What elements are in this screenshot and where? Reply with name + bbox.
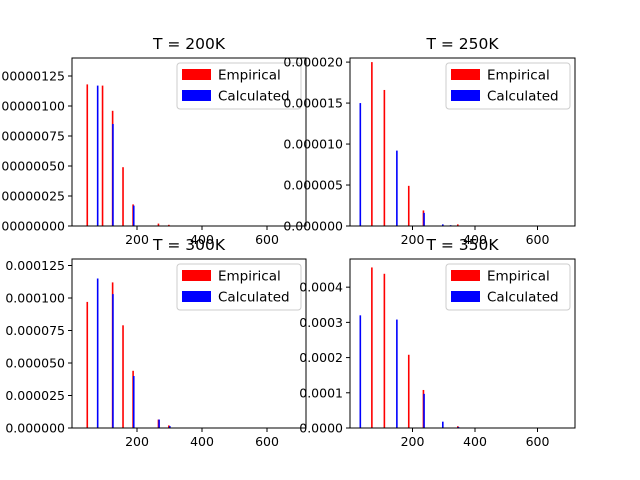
x-tick-label: 200 <box>401 434 425 449</box>
legend-label-calculated: Calculated <box>218 89 290 105</box>
bar-calculated-1 <box>96 85 99 226</box>
legend: Empirical Calculated <box>445 62 571 110</box>
bar-calculated-2 <box>396 319 398 428</box>
legend-swatch-calculated <box>451 291 480 302</box>
axes-frame <box>349 57 576 227</box>
legend-swatch-empirical <box>451 69 480 80</box>
legend: Empirical Calculated <box>445 263 571 311</box>
bar-empirical-3 <box>407 354 410 428</box>
y-tick-label: 0.0002 <box>299 350 343 365</box>
x-tick-label: 600 <box>526 434 550 449</box>
legend-swatch-empirical <box>451 270 480 281</box>
x-tick-label: 600 <box>526 232 550 247</box>
bar-calculated-3 <box>423 393 425 428</box>
subplot-1: 200 400 600 0.00000000 0.00000025 0.00000050 0… <box>0 35 307 247</box>
x-tick-label: 200 <box>125 232 149 247</box>
bar-empirical-2 <box>383 273 386 428</box>
legend-swatch-calculated <box>182 291 211 302</box>
legend-swatch-calculated <box>182 90 211 101</box>
legend-swatch-empirical <box>182 69 211 80</box>
bar-calculated-2 <box>396 150 398 226</box>
bar-empirical-7 <box>168 224 170 226</box>
y-tick-label: 0.00000125 <box>0 69 65 84</box>
y-tick-label: 0.0000 <box>299 421 343 436</box>
y-tick-label: 0.000075 <box>5 323 65 338</box>
bar-calculated-2 <box>112 294 114 428</box>
chart-title: T = 300K <box>152 236 226 254</box>
bar-calculated-3 <box>132 205 135 226</box>
axes-frame <box>349 258 576 429</box>
x-tick-label: 400 <box>190 434 214 449</box>
bar-calculated-4 <box>158 419 160 428</box>
y-tick-label: 0.000000 <box>283 219 343 234</box>
legend-label-empirical: Empirical <box>218 269 281 285</box>
y-tick-label: 0.000015 <box>283 96 343 111</box>
y-tick-label: 0.000010 <box>283 137 343 152</box>
y-tick-label: 0.000050 <box>5 356 65 371</box>
subplot-4: 200 400 600 0.0000 0.0001 0.0002 0.0003 0.0004 E… <box>299 236 576 449</box>
bar-empirical-5 <box>457 224 459 226</box>
bar-empirical-1 <box>86 301 89 428</box>
x-tick-label: 200 <box>125 434 149 449</box>
y-tick-label: 0.0003 <box>299 315 343 330</box>
y-tick-label: 0.00000100 <box>0 99 65 114</box>
bar-calculated-1 <box>359 315 362 428</box>
legend-label-calculated: Calculated <box>487 290 559 306</box>
y-tick-label: 0.0004 <box>299 280 343 295</box>
subplot-3: 200 400 600 0.000000 0.000025 0.000050 0.00007… <box>5 236 307 449</box>
bar-calculated-1 <box>359 103 362 226</box>
y-tick-label: 0.000025 <box>5 388 65 403</box>
x-tick-label: 600 <box>255 232 279 247</box>
bar-calculated-3 <box>423 212 425 226</box>
legend-swatch-calculated <box>451 90 480 101</box>
bar-empirical-1 <box>371 267 373 428</box>
bar-empirical-3 <box>122 325 124 428</box>
y-tick-label: 0.000020 <box>283 55 343 70</box>
bar-empirical-6 <box>157 223 160 226</box>
y-tick-label: 0.000100 <box>5 291 65 306</box>
x-tick-label: 200 <box>401 232 425 247</box>
legend-swatch-empirical <box>182 270 211 281</box>
legend-label-empirical: Empirical <box>218 68 281 84</box>
x-tick-label: 400 <box>190 232 214 247</box>
x-tick-label: 400 <box>463 232 487 247</box>
bar-empirical-4 <box>122 167 124 226</box>
bar-calculated-5 <box>457 426 460 428</box>
bar-empirical-3 <box>407 185 410 226</box>
bar-empirical-2 <box>383 89 386 227</box>
axes-frame <box>71 57 307 227</box>
bar-calculated-5 <box>169 426 171 428</box>
bar-calculated-3 <box>132 376 135 428</box>
bar-empirical-2 <box>101 85 104 226</box>
bar-empirical-6 <box>168 425 170 428</box>
y-tick-label: 0.0001 <box>299 385 343 400</box>
y-tick-label: 0.00000025 <box>0 189 65 204</box>
y-tick-label: 0.00000075 <box>0 129 65 144</box>
bar-calculated-4 <box>442 421 444 428</box>
bar-empirical-1 <box>86 84 89 227</box>
y-tick-label: 0.00000050 <box>0 159 65 174</box>
y-tick-label: 0.00000000 <box>0 219 65 234</box>
chart-title: T = 350K <box>425 236 499 254</box>
legend: Empirical Calculated <box>176 263 302 311</box>
legend-label-calculated: Calculated <box>487 89 559 105</box>
x-tick-label: 400 <box>463 434 487 449</box>
bar-empirical-1 <box>371 62 373 226</box>
bar-calculated-4 <box>442 224 444 226</box>
legend-label-calculated: Calculated <box>218 290 290 306</box>
legend-label-empirical: Empirical <box>487 68 550 84</box>
subplot-2: 200 400 600 0.000000 0.000005 0.000010 0.00001… <box>283 35 576 247</box>
y-tick-label: 0.000000 <box>5 421 65 436</box>
y-tick-label: 0.000005 <box>283 178 343 193</box>
chart-title: T = 200K <box>152 35 226 53</box>
axes-frame <box>71 258 307 429</box>
chart-title: T = 250K <box>425 35 499 53</box>
y-tick-label: 0.000125 <box>5 258 65 273</box>
legend: Empirical Calculated <box>176 62 302 110</box>
bar-calculated-1 <box>96 278 99 428</box>
bar-calculated-2 <box>112 124 114 226</box>
x-tick-label: 600 <box>255 434 279 449</box>
legend-label-empirical: Empirical <box>487 269 550 285</box>
